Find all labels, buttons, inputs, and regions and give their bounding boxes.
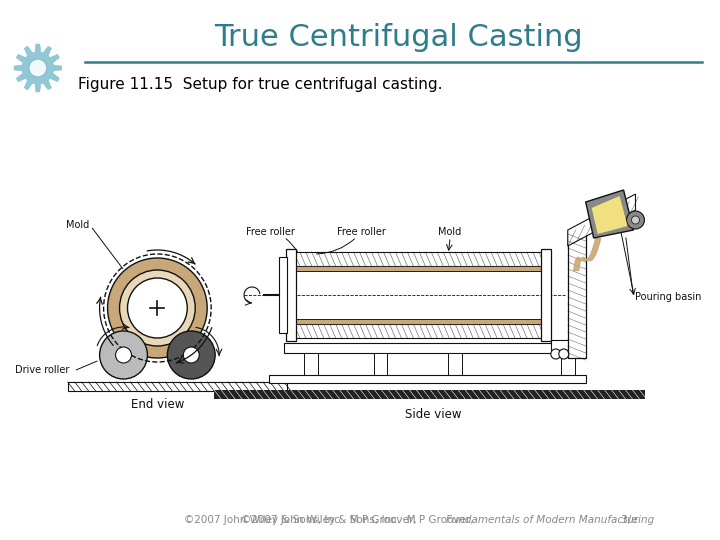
Circle shape	[99, 331, 148, 379]
Circle shape	[184, 347, 199, 363]
Circle shape	[115, 347, 132, 363]
Bar	[568, 232, 585, 358]
Circle shape	[107, 258, 207, 358]
Text: Side view: Side view	[405, 408, 462, 422]
Text: Free roller: Free roller	[246, 227, 295, 237]
Bar	[551, 340, 569, 350]
Bar	[304, 353, 318, 375]
Circle shape	[631, 216, 639, 224]
Bar	[296, 271, 544, 319]
Bar	[294, 324, 546, 338]
Circle shape	[127, 278, 187, 338]
Bar	[214, 390, 645, 399]
Polygon shape	[14, 44, 62, 92]
Text: Free roller: Free roller	[337, 227, 385, 237]
Polygon shape	[585, 190, 634, 238]
Polygon shape	[568, 194, 636, 246]
Circle shape	[29, 59, 47, 77]
Bar	[449, 353, 462, 375]
Text: True Centrifugal Casting: True Centrifugal Casting	[214, 24, 582, 52]
Bar	[374, 353, 387, 375]
Text: Fundamentals of Modern Manufacturing: Fundamentals of Modern Manufacturing	[446, 515, 654, 525]
Bar	[296, 266, 544, 271]
Bar	[296, 319, 544, 324]
Circle shape	[559, 349, 569, 359]
Bar	[286, 249, 296, 341]
Circle shape	[551, 349, 561, 359]
Bar	[541, 249, 551, 341]
Text: Mold: Mold	[66, 220, 90, 230]
Text: Drive roller: Drive roller	[15, 365, 69, 375]
Circle shape	[626, 211, 644, 229]
Text: Pouring basin: Pouring basin	[636, 292, 702, 302]
Bar	[561, 353, 575, 375]
Bar	[294, 252, 546, 266]
Circle shape	[120, 270, 195, 346]
Bar	[284, 343, 566, 353]
Polygon shape	[592, 196, 628, 234]
Text: ©2007 John Wiley & Sons, Inc.  M P Groover,: ©2007 John Wiley & Sons, Inc. M P Groove…	[184, 515, 420, 525]
Text: 3/e: 3/e	[618, 515, 637, 525]
Text: End view: End view	[131, 399, 184, 411]
Text: Mold: Mold	[438, 227, 462, 237]
Circle shape	[167, 331, 215, 379]
Text: ©2007 John Wiley & Sons, Inc.  M P Groover,: ©2007 John Wiley & Sons, Inc. M P Groove…	[240, 515, 477, 525]
Bar	[279, 257, 287, 333]
Bar	[269, 375, 585, 383]
Text: Figure 11.15  Setup for true centrifugal casting.: Figure 11.15 Setup for true centrifugal …	[78, 78, 442, 92]
Bar	[68, 382, 287, 391]
